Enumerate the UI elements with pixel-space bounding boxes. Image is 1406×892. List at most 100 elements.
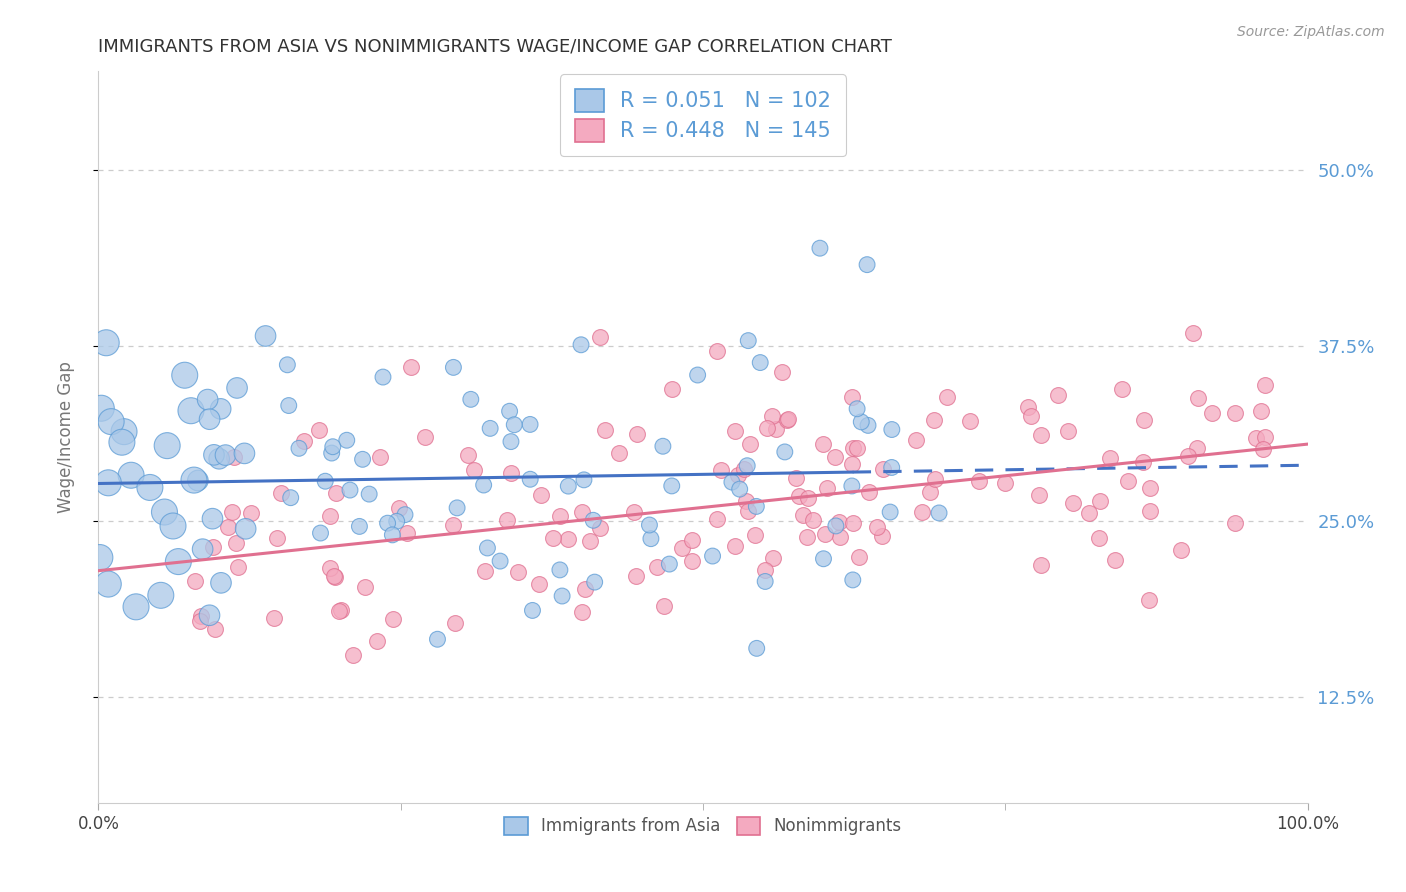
Point bbox=[1077, 506, 1099, 520]
Point bbox=[180, 403, 202, 417]
Point bbox=[366, 633, 388, 648]
Point bbox=[762, 550, 785, 565]
Point bbox=[519, 472, 541, 486]
Point bbox=[548, 563, 571, 577]
Point bbox=[1244, 431, 1267, 445]
Point bbox=[571, 505, 593, 519]
Point bbox=[329, 603, 352, 617]
Point bbox=[866, 520, 889, 534]
Point bbox=[623, 505, 645, 519]
Point bbox=[314, 474, 336, 488]
Point bbox=[263, 611, 285, 625]
Point bbox=[322, 440, 344, 454]
Point bbox=[723, 540, 745, 554]
Point bbox=[787, 490, 810, 504]
Point bbox=[651, 439, 673, 453]
Point bbox=[457, 448, 479, 462]
Point bbox=[797, 491, 820, 505]
Point bbox=[638, 518, 661, 533]
Point bbox=[173, 368, 195, 383]
Point bbox=[1133, 412, 1156, 426]
Point bbox=[167, 555, 190, 569]
Text: IMMIGRANTS FROM ASIA VS NONIMMIGRANTS WAGE/INCOME GAP CORRELATION CHART: IMMIGRANTS FROM ASIA VS NONIMMIGRANTS WA… bbox=[98, 38, 893, 56]
Point bbox=[474, 564, 496, 578]
Point bbox=[1028, 488, 1050, 502]
Point bbox=[352, 452, 374, 467]
Point bbox=[589, 521, 612, 535]
Point bbox=[579, 534, 602, 549]
Point bbox=[188, 614, 211, 628]
Point bbox=[368, 450, 391, 464]
Point bbox=[323, 569, 346, 583]
Point bbox=[744, 527, 766, 541]
Point bbox=[441, 360, 464, 375]
Point bbox=[342, 648, 364, 663]
Point bbox=[336, 434, 359, 448]
Point bbox=[1254, 378, 1277, 392]
Point bbox=[288, 442, 311, 456]
Point bbox=[1170, 542, 1192, 557]
Point bbox=[609, 446, 631, 460]
Point bbox=[1139, 504, 1161, 518]
Point bbox=[225, 535, 247, 549]
Point bbox=[1185, 441, 1208, 455]
Point bbox=[446, 500, 468, 515]
Point bbox=[139, 480, 162, 494]
Point bbox=[969, 475, 991, 489]
Point bbox=[624, 569, 647, 583]
Point bbox=[221, 505, 243, 519]
Point bbox=[681, 554, 703, 568]
Point bbox=[652, 599, 675, 614]
Point bbox=[319, 509, 342, 524]
Point bbox=[661, 479, 683, 493]
Point bbox=[381, 612, 404, 626]
Point bbox=[149, 588, 172, 602]
Point bbox=[209, 575, 232, 590]
Point bbox=[879, 505, 901, 519]
Point bbox=[737, 334, 759, 348]
Point bbox=[727, 468, 749, 483]
Point bbox=[190, 609, 212, 624]
Point bbox=[97, 577, 120, 591]
Point bbox=[204, 622, 226, 636]
Point bbox=[706, 343, 728, 358]
Text: Source: ZipAtlas.com: Source: ZipAtlas.com bbox=[1237, 25, 1385, 39]
Point bbox=[770, 365, 793, 379]
Point bbox=[830, 530, 852, 544]
Point bbox=[626, 426, 648, 441]
Point bbox=[721, 475, 744, 489]
Point bbox=[773, 445, 796, 459]
Point bbox=[292, 434, 315, 448]
Point bbox=[755, 420, 778, 434]
Point bbox=[775, 413, 797, 427]
Point bbox=[658, 557, 681, 571]
Point bbox=[498, 404, 520, 418]
Point bbox=[519, 417, 541, 432]
Point bbox=[415, 430, 437, 444]
Point bbox=[328, 604, 350, 618]
Point bbox=[848, 549, 870, 564]
Point bbox=[1250, 404, 1272, 418]
Point bbox=[198, 412, 221, 426]
Point bbox=[922, 413, 945, 427]
Point bbox=[792, 508, 814, 523]
Point bbox=[723, 424, 745, 438]
Point bbox=[801, 513, 824, 527]
Point bbox=[444, 615, 467, 630]
Point bbox=[1254, 429, 1277, 443]
Point bbox=[371, 370, 394, 384]
Point bbox=[842, 573, 865, 587]
Point bbox=[1104, 552, 1126, 566]
Point bbox=[325, 486, 347, 500]
Point bbox=[749, 355, 772, 369]
Point bbox=[785, 470, 807, 484]
Point bbox=[277, 399, 299, 413]
Point bbox=[214, 448, 236, 462]
Point bbox=[359, 487, 381, 501]
Point bbox=[796, 530, 818, 544]
Point bbox=[97, 475, 120, 490]
Point bbox=[824, 450, 846, 464]
Point bbox=[856, 418, 879, 433]
Point bbox=[89, 550, 111, 565]
Point bbox=[858, 484, 880, 499]
